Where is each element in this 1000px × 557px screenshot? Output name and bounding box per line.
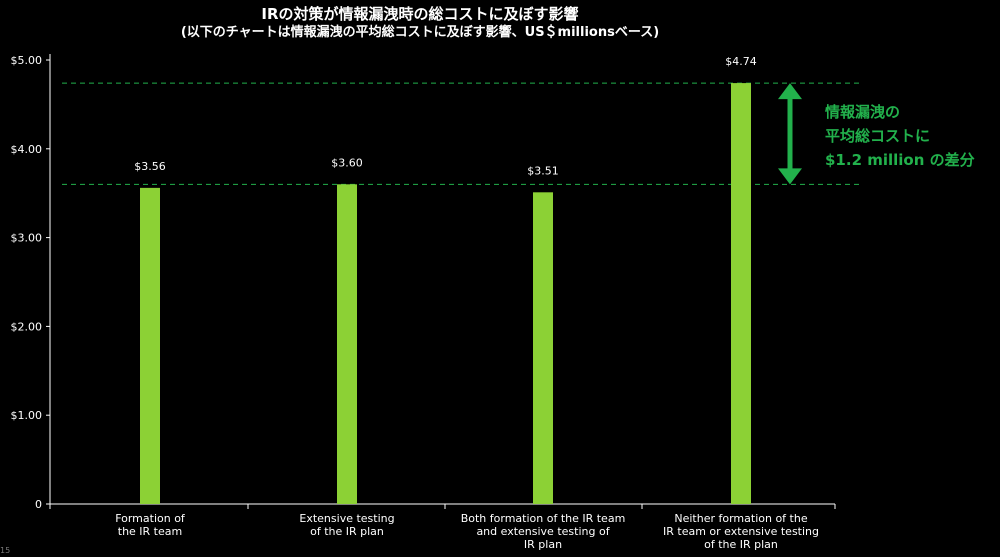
- title-block: IRの対策が情報漏洩時の総コストに及ぼす影響 (以下のチャートは情報漏洩の平均総…: [60, 4, 780, 42]
- reference-lines-layer: [62, 82, 862, 185]
- y-tick-label: $3.00: [11, 232, 43, 245]
- difference-annotation-text: 情報漏洩の: [825, 103, 900, 121]
- y-tick-label: 0: [35, 498, 42, 511]
- x-category-label: Neither formation of the IR team or exten…: [663, 512, 819, 551]
- bar: [533, 192, 553, 504]
- corner-mark: 15: [0, 546, 10, 555]
- x-category-label: Formation of the IR team: [115, 512, 186, 538]
- axes-layer: 0 $1.00 $2.00 $3.00 $4.00 $5.00: [11, 54, 836, 511]
- x-category-label-line: of the IR plan: [704, 538, 778, 551]
- x-category-label-line: the IR team: [118, 525, 182, 538]
- x-category-label-line: IR plan: [524, 538, 562, 551]
- bar-value-label: $3.60: [331, 156, 363, 169]
- y-tick-label: $2.00: [11, 320, 43, 333]
- chart-title: IRの対策が情報漏洩時の総コストに及ぼす影響: [261, 5, 579, 23]
- x-category-label-line: Both formation of the IR team: [461, 512, 626, 525]
- x-category-label: Both formation of the IR team and extensi…: [461, 512, 626, 551]
- x-category-label-line: and extensive testing of: [476, 525, 610, 538]
- y-tick-label: $4.00: [11, 143, 43, 156]
- bar-value-label: $3.51: [527, 164, 559, 177]
- y-tick-label: $5.00: [11, 54, 43, 67]
- x-category-label-line: Formation of: [115, 512, 186, 525]
- x-category-label-line: Extensive testing: [299, 512, 394, 525]
- labels-layer: $3.56 $3.60 $3.51 $4.74 Formation of the IR t…: [0, 55, 819, 555]
- difference-arrow-head-down: [778, 168, 802, 185]
- bars-layer: [140, 83, 751, 504]
- y-tick-label: $1.00: [11, 409, 43, 422]
- bar-value-label: $3.56: [134, 160, 166, 173]
- bar: [337, 184, 357, 504]
- annotation-layer: 情報漏洩の平均総コストに $1.2 million の差分: [778, 83, 975, 185]
- bar-value-label: $4.74: [725, 55, 757, 68]
- difference-annotation-text: $1.2 million の差分: [825, 151, 975, 169]
- bar: [140, 187, 160, 504]
- x-category-label: Extensive testing of the IR plan: [299, 512, 394, 538]
- x-category-label-line: IR team or extensive testing: [663, 525, 819, 538]
- chart-subtitle: (以下のチャートは情報漏洩の平均総コストに及ぼす影響、US＄millionsベー…: [180, 25, 660, 40]
- difference-annotation-text: 平均総コストに: [825, 127, 930, 145]
- bar: [731, 83, 751, 504]
- x-category-label-line: of the IR plan: [310, 525, 384, 538]
- difference-arrow-head-up: [778, 83, 802, 100]
- x-category-label-line: Neither formation of the: [674, 512, 807, 525]
